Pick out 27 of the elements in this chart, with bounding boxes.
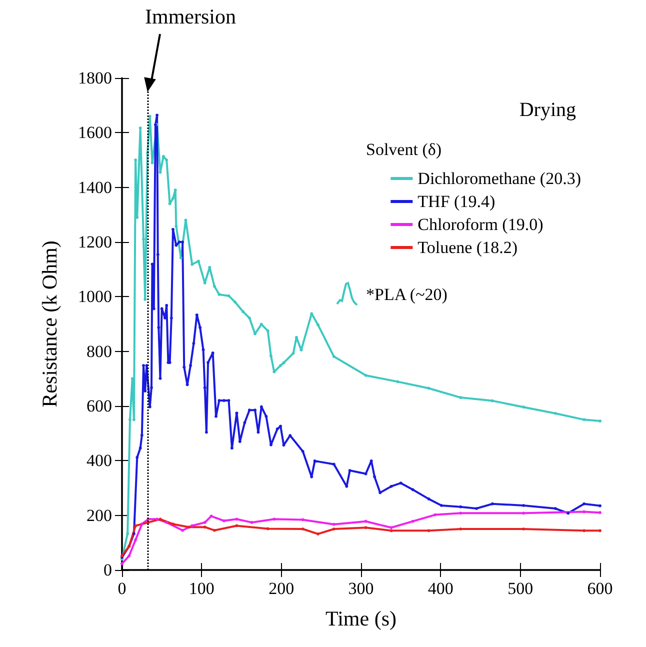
legend-label: Dichloromethane (20.3) bbox=[418, 169, 582, 188]
legend-label: THF (19.4) bbox=[418, 192, 496, 211]
x-tick-label: 0 bbox=[118, 579, 126, 598]
y-tick-label: 0 bbox=[104, 560, 112, 580]
y-tick-label: 600 bbox=[86, 396, 112, 416]
y-tick-label: 1000 bbox=[78, 287, 112, 306]
y-axis-title: Resistance (k Ohm) bbox=[38, 240, 62, 408]
x-tick-label: 200 bbox=[268, 579, 294, 598]
legend-label: Chloroform (19.0) bbox=[418, 215, 544, 234]
x-tick-label: 600 bbox=[587, 579, 613, 598]
x-tick-label: 400 bbox=[428, 579, 454, 598]
legend-title: Solvent (δ) bbox=[366, 140, 442, 159]
x-tick-label: 100 bbox=[188, 579, 214, 598]
y-tick-label: 1200 bbox=[78, 232, 112, 252]
y-tick-label: 400 bbox=[86, 451, 112, 470]
y-tick-label: 200 bbox=[86, 506, 112, 525]
y-tick-label: 1400 bbox=[78, 178, 112, 197]
ref-line-label: Immersion bbox=[145, 4, 236, 28]
x-tick-label: 300 bbox=[348, 579, 374, 598]
y-tick-label: 800 bbox=[86, 342, 112, 361]
legend-label: Toluene (18.2) bbox=[418, 238, 518, 257]
annotation: *PLA (~20) bbox=[366, 285, 448, 304]
text: Drying bbox=[519, 99, 576, 121]
y-tick-label: 1600 bbox=[78, 123, 112, 142]
x-axis-title: Time (s) bbox=[326, 606, 396, 630]
x-tick-label: 500 bbox=[508, 579, 534, 598]
y-tick-label: 1800 bbox=[78, 68, 112, 88]
